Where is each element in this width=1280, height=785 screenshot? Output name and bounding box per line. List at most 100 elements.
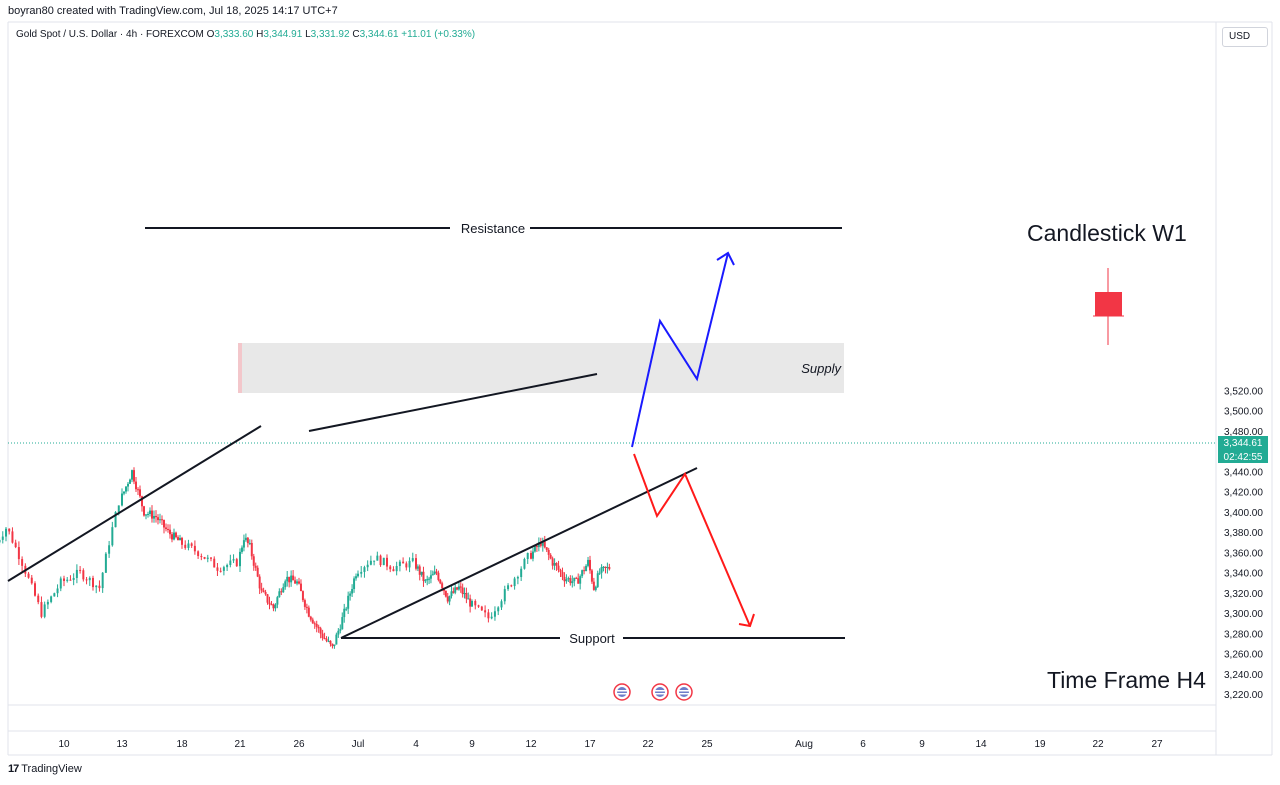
candle-body[interactable]: [360, 571, 363, 574]
candle-body[interactable]: [376, 555, 379, 561]
candle-body[interactable]: [173, 532, 175, 540]
candle-body[interactable]: [530, 553, 532, 559]
candle-body[interactable]: [606, 566, 609, 568]
bullish-scenario-path[interactable]: [631, 252, 729, 448]
candle-body[interactable]: [461, 587, 464, 595]
candle-body[interactable]: [343, 608, 346, 618]
candle-body[interactable]: [484, 610, 487, 613]
candle-body[interactable]: [585, 565, 588, 572]
candle-body[interactable]: [296, 581, 299, 584]
candle-body[interactable]: [181, 537, 183, 545]
candle-body[interactable]: [598, 572, 601, 574]
candle-body[interactable]: [307, 607, 310, 617]
candle-body[interactable]: [516, 577, 519, 579]
candle-body[interactable]: [125, 486, 127, 492]
candle-body[interactable]: [305, 606, 308, 608]
candle-body[interactable]: [53, 593, 56, 597]
candle-body[interactable]: [111, 527, 114, 546]
candle-body[interactable]: [596, 573, 599, 587]
candle-body[interactable]: [561, 571, 564, 577]
candle-body[interactable]: [353, 578, 356, 590]
candle-body[interactable]: [363, 567, 366, 572]
candle-body[interactable]: [0, 539, 1, 543]
currency-button[interactable]: USD: [1222, 27, 1268, 47]
candle-body[interactable]: [520, 568, 523, 578]
candle-body[interactable]: [30, 577, 33, 584]
candle-body[interactable]: [226, 564, 229, 568]
candle-body[interactable]: [88, 577, 91, 581]
candle-body[interactable]: [137, 489, 139, 491]
candle-body[interactable]: [278, 591, 281, 598]
candle-body[interactable]: [431, 574, 434, 576]
candle-body[interactable]: [313, 623, 316, 625]
candle-body[interactable]: [503, 589, 506, 602]
candle-body[interactable]: [246, 537, 249, 544]
candle-body[interactable]: [104, 553, 107, 573]
candle-body[interactable]: [608, 566, 611, 570]
candle-body[interactable]: [258, 576, 261, 589]
candle-body[interactable]: [533, 545, 536, 552]
candle-body[interactable]: [416, 566, 419, 569]
candle-body[interactable]: [256, 567, 259, 577]
candle-body[interactable]: [563, 576, 566, 582]
candle-body[interactable]: [592, 581, 595, 590]
candle-body[interactable]: [465, 592, 468, 599]
candle-body[interactable]: [581, 570, 584, 577]
candle-body[interactable]: [63, 578, 65, 581]
candle-body[interactable]: [335, 634, 338, 645]
weekly-candle-body[interactable]: [1095, 292, 1122, 316]
candle-body[interactable]: [537, 542, 540, 548]
candle-body[interactable]: [82, 570, 85, 580]
candle-body[interactable]: [165, 527, 167, 529]
candle-body[interactable]: [272, 604, 275, 609]
candle-body[interactable]: [604, 566, 607, 568]
candle-body[interactable]: [1, 536, 4, 540]
candle-body[interactable]: [239, 551, 241, 567]
candle-body[interactable]: [487, 612, 490, 619]
candle-body[interactable]: [373, 560, 376, 562]
candle-body[interactable]: [133, 470, 135, 482]
candle-body[interactable]: [452, 591, 455, 593]
candle-body[interactable]: [193, 545, 196, 552]
candle-body[interactable]: [551, 558, 554, 566]
candle-body[interactable]: [177, 537, 179, 541]
candle-body[interactable]: [309, 616, 312, 620]
candle-body[interactable]: [446, 596, 449, 602]
candle-body[interactable]: [155, 515, 157, 518]
candle-body[interactable]: [197, 551, 200, 557]
candle-body[interactable]: [571, 581, 574, 584]
candle-body[interactable]: [92, 577, 94, 588]
candle-body[interactable]: [72, 577, 75, 580]
candle-body[interactable]: [426, 579, 429, 581]
candle-body[interactable]: [200, 556, 203, 558]
candle-body[interactable]: [379, 555, 382, 566]
candle-body[interactable]: [357, 573, 359, 577]
candle-body[interactable]: [141, 496, 143, 507]
candle-body[interactable]: [337, 630, 340, 635]
wedge-lower-trendline[interactable]: [340, 467, 698, 639]
candle-body[interactable]: [123, 491, 125, 494]
candle-body[interactable]: [490, 616, 493, 619]
candle-body[interactable]: [59, 578, 62, 589]
candle-body[interactable]: [435, 571, 438, 573]
candle-body[interactable]: [448, 596, 451, 602]
candle-body[interactable]: [213, 558, 216, 568]
candle-body[interactable]: [37, 595, 40, 603]
candle-body[interactable]: [14, 542, 17, 548]
candle-body[interactable]: [290, 575, 293, 583]
candle-body[interactable]: [315, 623, 318, 627]
candle-body[interactable]: [147, 513, 149, 515]
candle-body[interactable]: [331, 643, 334, 647]
symbol-label[interactable]: Gold Spot / U.S. Dollar · 4h · FOREXCOM: [16, 29, 204, 40]
candle-body[interactable]: [513, 578, 516, 587]
candle-body[interactable]: [114, 512, 117, 528]
candle-body[interactable]: [187, 543, 190, 548]
candle-body[interactable]: [121, 493, 123, 506]
candle-body[interactable]: [321, 633, 324, 639]
candle-body[interactable]: [27, 573, 30, 578]
candle-body[interactable]: [268, 602, 271, 605]
economic-event-icon[interactable]: [651, 683, 669, 701]
candle-body[interactable]: [252, 556, 255, 566]
candle-body[interactable]: [420, 571, 423, 575]
